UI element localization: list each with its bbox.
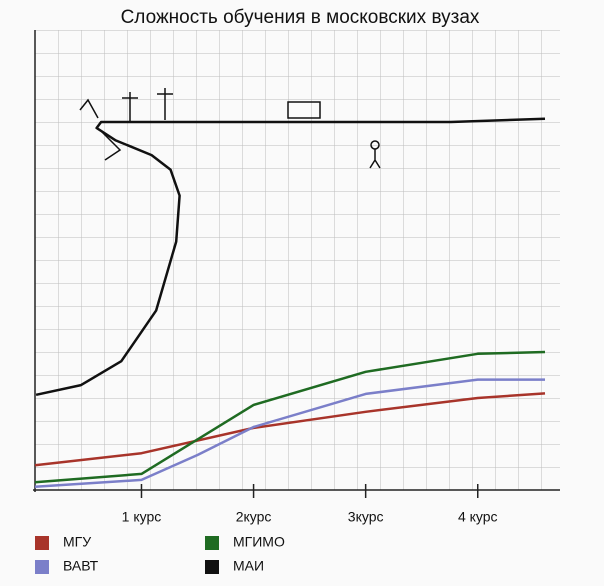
x-tick-label: 4 курс [458,509,498,525]
legend-label: МГУ [63,534,91,550]
legend-swatch [205,536,219,550]
legend-swatch [35,536,49,550]
legend: МГУ МГИМО ВАВТ МАИ [35,534,285,574]
legend-label: МГИМО [233,534,285,550]
doodles [79,88,381,169]
legend-swatch [205,560,219,574]
series-line [34,392,546,467]
series-line [35,117,546,397]
legend-label: ВАВТ [63,558,99,574]
legend-label: МАИ [233,558,264,574]
chart-title: Сложность обучения в московских вузах [121,7,480,28]
x-tick-label: 1 курс [122,509,162,525]
x-tick-label: 3курс [348,509,384,525]
x-tick-label: 2курс [236,509,272,525]
legend-swatch [35,560,49,574]
series-line [34,378,545,489]
series-line [34,350,546,484]
